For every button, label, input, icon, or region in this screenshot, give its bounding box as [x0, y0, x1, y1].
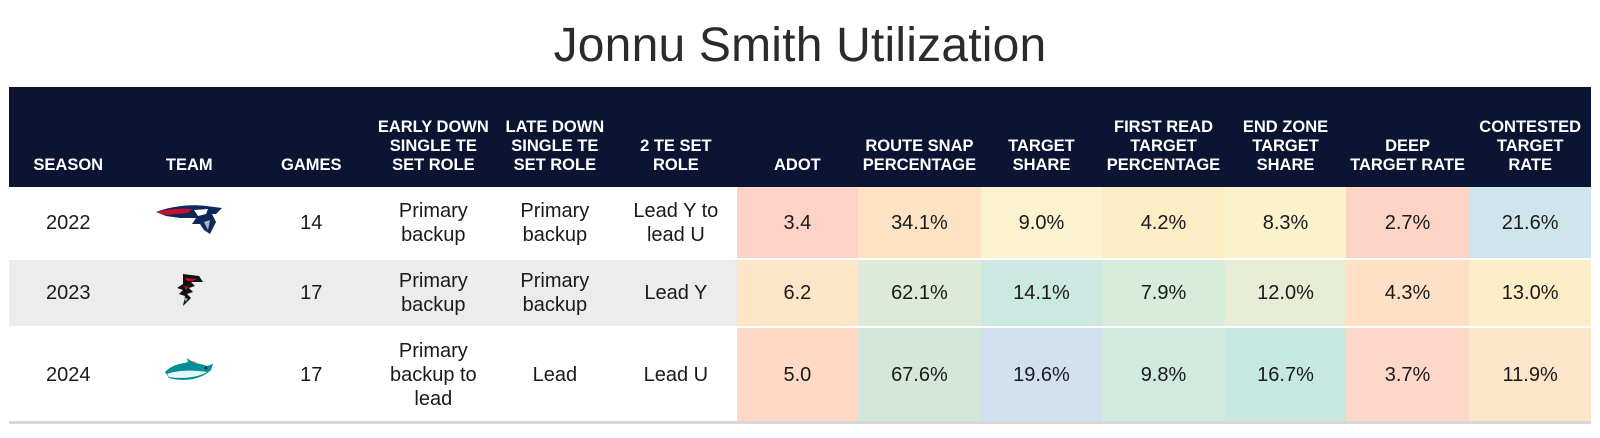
column-header-team: TEAM	[165, 156, 213, 174]
target-share-cell: 14.1%	[981, 259, 1102, 328]
late-down-cell: Primary backup	[495, 187, 615, 260]
column-header-first-read: FIRST READ TARGET PERCENTAGE	[1106, 118, 1221, 174]
dolphins-logo-icon	[161, 352, 217, 398]
page-title: Jonnu Smith Utilization	[553, 19, 1047, 72]
team-cell	[127, 187, 252, 260]
season-cell: 2024	[9, 327, 128, 421]
column-header-two-te: 2 TE SET ROLE	[640, 137, 712, 174]
adot-cell: 6.2	[737, 259, 858, 328]
team-cell	[127, 327, 252, 421]
column-header-late-down: LATE DOWN SINGLE TE SET ROLE	[505, 118, 605, 174]
column-header-deep-target: DEEP TARGET RATE	[1350, 137, 1465, 174]
two-te-cell: Lead Y to lead U	[614, 187, 738, 260]
target-share-cell: 19.6%	[981, 327, 1102, 421]
late-down-cell: Lead	[495, 327, 615, 421]
first-read-cell: 7.9%	[1101, 259, 1226, 328]
utilization-table: SEASON TEAM GAMES EARLY DOWN SINGLE TE S…	[9, 87, 1591, 421]
route-snap-cell: 34.1%	[857, 187, 982, 260]
patriots-logo-icon	[154, 200, 224, 246]
column-header-route-snap: ROUTE SNAP PERCENTAGE	[862, 137, 977, 174]
route-snap-cell: 62.1%	[857, 259, 982, 328]
column-header-contested: CONTESTED TARGET RATE	[1479, 118, 1582, 174]
end-zone-cell: 12.0%	[1225, 259, 1346, 328]
table-row: 2022 14 Primary backup Primary backup Le…	[9, 187, 1591, 260]
end-zone-cell: 8.3%	[1225, 187, 1346, 260]
adot-cell: 3.4	[737, 187, 858, 260]
games-cell: 17	[251, 259, 372, 328]
contested-cell: 11.9%	[1469, 327, 1591, 421]
deep-target-cell: 4.3%	[1345, 259, 1470, 328]
table-bottom-rule	[9, 421, 1591, 424]
route-snap-cell: 67.6%	[857, 327, 982, 421]
games-cell: 17	[251, 327, 372, 421]
column-header-games: GAMES	[281, 156, 342, 174]
two-te-cell: Lead Y	[614, 259, 738, 328]
table-row: 2023 17 Primary backup Primary backup Le…	[9, 259, 1591, 328]
games-cell: 14	[251, 187, 372, 260]
team-cell	[127, 259, 252, 328]
deep-target-cell: 2.7%	[1345, 187, 1470, 260]
header-row: SEASON TEAM GAMES EARLY DOWN SINGLE TE S…	[9, 87, 1591, 187]
early-down-cell: Primary backup to lead	[371, 327, 496, 421]
early-down-cell: Primary backup	[371, 187, 496, 260]
adot-cell: 5.0	[737, 327, 858, 421]
contested-cell: 21.6%	[1469, 187, 1591, 260]
season-cell: 2022	[9, 187, 128, 260]
target-share-cell: 9.0%	[981, 187, 1102, 260]
column-header-season: SEASON	[33, 156, 104, 174]
column-header-end-zone: END ZONE TARGET SHARE	[1242, 118, 1329, 174]
first-read-cell: 4.2%	[1101, 187, 1226, 260]
late-down-cell: Primary backup	[495, 259, 615, 328]
column-header-target-share: TARGET SHARE	[1008, 137, 1075, 174]
column-header-adot: ADOT	[774, 156, 821, 174]
contested-cell: 13.0%	[1469, 259, 1591, 328]
deep-target-cell: 3.7%	[1345, 327, 1470, 421]
table-row: 2024 17 Primary backup to lead Lead Lead…	[9, 327, 1591, 421]
falcons-logo-icon	[169, 270, 209, 316]
season-cell: 2023	[9, 259, 128, 328]
end-zone-cell: 16.7%	[1225, 327, 1346, 421]
first-read-cell: 9.8%	[1101, 327, 1226, 421]
early-down-cell: Primary backup	[371, 259, 496, 328]
two-te-cell: Lead U	[614, 327, 738, 421]
column-header-early-down: EARLY DOWN SINGLE TE SET ROLE	[377, 118, 489, 174]
